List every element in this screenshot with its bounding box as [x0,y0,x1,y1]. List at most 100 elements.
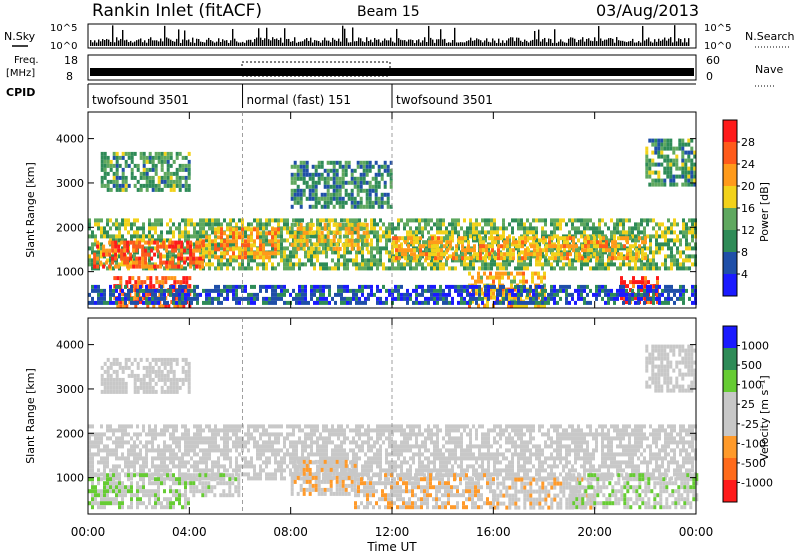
heatmap-cell [645,154,649,159]
heatmap-cell [166,258,169,263]
heatmap-cell [347,164,351,169]
heatmap-cell [472,288,475,293]
heatmap-cell [520,226,523,231]
heatmap-cell [304,288,307,293]
heatmap-cell [91,234,94,239]
heatmap-cell [335,188,339,193]
heatmap-cell [599,236,602,241]
heatmap-cell [244,266,247,271]
heatmap-cell [100,175,104,180]
heatmap-cell [571,226,574,231]
heatmap-cell [172,292,175,297]
heatmap-cell [329,184,333,189]
heatmap-cell [165,264,169,269]
heatmap-cell [163,440,166,445]
heatmap-cell [571,266,574,271]
heatmap-cell [488,236,491,241]
heatmap-cell [130,238,133,243]
heatmap-cell [175,155,179,160]
heatmap-cell [187,218,190,223]
heatmap-cell [106,183,110,188]
heatmap-cell [91,468,94,473]
heatmap-cell [296,242,300,247]
heatmap-cell [313,254,316,259]
noise-left-label: N.Sky [4,30,36,43]
heatmap-cell [607,300,610,305]
heatmap-cell [664,258,667,263]
heatmap-cell [305,234,309,239]
heatmap-cell [365,196,369,201]
heatmap-cell [626,248,629,253]
heatmap-cell [149,292,153,297]
heatmap-cell [652,288,655,293]
heatmap-cell [626,284,629,289]
heatmap-cell [389,180,393,185]
heatmap-cell [448,288,451,293]
heatmap-cell [362,204,366,209]
heatmap-cell [531,275,534,280]
heatmap-cell [299,234,303,239]
heatmap-cell [645,162,649,167]
heatmap-cell [667,226,670,231]
heatmap-cell [195,260,199,265]
heatmap-cell [667,230,670,235]
heatmap-cell [521,244,524,249]
heatmap-cell [536,252,539,257]
noise-bar [346,38,348,46]
heatmap-cell [223,432,226,437]
heatmap-cell [190,440,193,445]
heatmap-cell [538,218,541,223]
heatmap-cell [97,460,100,465]
heatmap-cell [356,160,360,165]
heatmap-cell [649,238,652,243]
heatmap-cell [163,448,166,453]
heatmap-cell [325,254,328,259]
heatmap-cell [568,300,571,305]
heatmap-cell [631,296,634,301]
heatmap-cell [286,238,289,243]
noise-bar [576,42,578,46]
heatmap-cell [568,292,571,297]
heatmap-cell [693,174,697,179]
heatmap-cell [368,188,372,193]
heatmap-cell [205,288,208,293]
heatmap-cell [145,234,148,239]
heatmap-cell [136,424,139,429]
heatmap-cell [517,266,520,271]
heatmap-cell [317,246,321,251]
heatmap-cell [472,292,475,297]
heatmap-cell [118,444,121,449]
noise-bar [178,29,180,46]
heatmap-cell [520,262,523,267]
heatmap-cell [645,146,649,151]
heatmap-cell [651,162,655,167]
heatmap-cell [506,248,509,253]
heatmap-cell [466,234,469,239]
heatmap-cell [496,226,499,231]
heatmap-cell [187,250,190,255]
heatmap-cell [496,300,499,305]
heatmap-cell [649,234,652,239]
heatmap-cell [338,238,342,243]
heatmap-cell [648,170,652,175]
heatmap-cell [672,174,676,179]
heatmap-cell [370,238,373,243]
heatmap-cell [169,460,172,465]
noise-bar [672,42,674,46]
heatmap-cell [343,218,346,223]
heatmap-cell [628,292,631,297]
heatmap-cell [510,279,513,284]
heatmap-cell [649,262,652,267]
noise-bar [292,41,294,46]
heatmap-cell [631,234,634,239]
heatmap-cell [478,284,481,289]
heatmap-cell [115,440,118,445]
noise-bar [208,37,210,46]
heatmap-cell [100,436,103,441]
heatmap-cell [541,250,544,255]
heatmap-cell [517,258,520,263]
noise-bar [156,40,158,46]
heatmap-cell [389,184,393,189]
heatmap-cell [166,175,170,180]
heatmap-cell [598,222,601,227]
